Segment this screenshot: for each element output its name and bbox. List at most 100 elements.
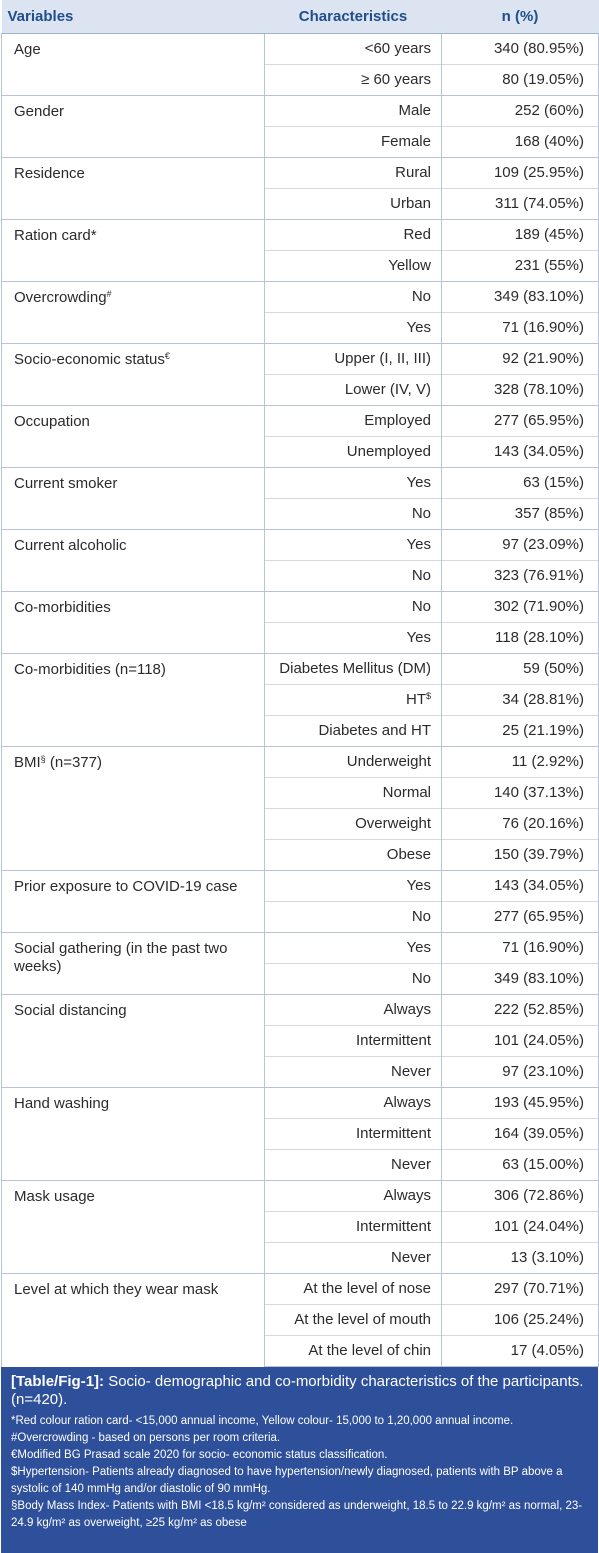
table-row: Yes 71 (16.90%) [2,312,599,344]
count-percent-cell: 297 (70.71%) [441,1273,599,1305]
characteristic-label: Yes [406,536,431,553]
variable-label: Hand washing [14,1095,110,1112]
variable-cell: Age [1,33,265,96]
table-row: Urban 311 (74.05%) [2,188,599,220]
characteristic-label: No [411,288,431,305]
characteristic-label: Lower (IV, V) [344,381,431,398]
count-percent-cell: 357 (85%) [441,498,599,530]
count-percent-cell: 76 (20.16%) [441,808,599,840]
table-row: Ration card* Red 189 (45%) [1,219,599,282]
variable-label: Level at which they wear mask [14,1281,219,1298]
table-row: No 349 (83.10%) [2,963,599,995]
table-row: Overcrowding# No 349 (83.10%) [1,281,599,344]
footnote: §Body Mass Index- Patients with BMI <18.… [11,1500,583,1529]
characteristic-cell: Intermittent [264,1211,442,1243]
count-percent-cell: 71 (16.90%) [441,312,599,344]
characteristic-cell: At the level of nose [264,1273,442,1305]
characteristic-cell: Urban [264,188,442,220]
header-n-percent: n (%) [441,0,599,34]
characteristic-label: Unemployed [346,443,431,460]
characteristic-label: Always [383,1094,431,1111]
table-row: At the level of chin 17 (4.05%) [2,1335,599,1367]
variable-label: Current alcoholic [14,537,127,554]
characteristic-cell: Female [264,126,442,158]
characteristic-cell: No [264,498,442,530]
header-characteristics: Characteristics [264,0,442,34]
variable-label: Residence [14,165,85,182]
characteristic-label: Yellow [388,257,431,274]
count-percent-cell: 63 (15%) [441,467,599,499]
characteristic-label: Overweight [355,815,431,832]
variable-cell: Level at which they wear mask [1,1273,265,1367]
count-percent-cell: 277 (65.95%) [441,405,599,437]
count-percent-cell: 140 (37.13%) [441,777,599,809]
variable-cell: Social gathering (in the past two weeks) [1,932,265,995]
characteristic-cell: Unemployed [264,436,442,468]
footnote-marker: $ [425,691,431,701]
characteristic-cell: Never [264,1242,442,1274]
footnote-marker: # [106,289,112,299]
table-row: Prior exposure to COVID-19 case Yes 143 (3… [1,870,599,933]
caption-notes: *Red colour ration card- <15,000 annual … [11,1413,588,1532]
characteristic-label: Male [398,102,431,119]
characteristic-label: Underweight [346,753,431,770]
count-percent-cell: 97 (23.10%) [441,1056,599,1088]
characteristic-label: Intermittent [355,1218,431,1235]
table-row: ≥ 60 years 80 (19.05%) [2,64,599,96]
characteristic-cell: Yes [264,870,442,902]
variable-cell: Ration card* [1,219,265,282]
characteristic-cell: Rural [264,157,442,189]
characteristic-label: Always [383,1001,431,1018]
table-row: Overweight 76 (20.16%) [2,808,599,840]
characteristic-label: At the level of chin [308,1342,431,1359]
table-header-row: Variables Characteristics n (%) [1,0,599,34]
table-row: Hand washing Always 193 (45.95%) [1,1087,599,1181]
characteristic-label: HT [405,691,426,708]
variable-suffix: (n=377) [45,754,102,771]
characteristic-cell: Always [264,994,442,1026]
variable-cell: Residence [1,157,265,220]
count-percent-cell: 340 (80.95%) [441,33,599,65]
variable-cell: Mask usage [1,1180,265,1274]
table-row: Yes 118 (28.10%) [2,622,599,654]
count-percent-cell: 109 (25.95%) [441,157,599,189]
characteristic-cell: Yes [264,312,442,344]
variable-cell: Overcrowding# [1,281,265,344]
characteristic-cell: Intermittent [264,1118,442,1150]
table-row: Never 63 (15.00%) [2,1149,599,1181]
footnote: *Red colour ration card- <15,000 annual … [11,1415,514,1427]
characteristic-label: ≥ 60 years [361,71,431,88]
characteristic-label: Normal [382,784,431,801]
count-percent-cell: 101 (24.05%) [441,1025,599,1057]
table-row: Diabetes and HT 25 (21.19%) [2,715,599,747]
characteristic-label: At the level of mouth [294,1311,431,1328]
variable-cell: Occupation [1,405,265,468]
characteristic-label: At the level of nose [303,1280,431,1297]
characteristic-label: Yes [406,629,431,646]
table-row: Lower (IV, V) 328 (78.10%) [2,374,599,406]
count-percent-cell: 349 (83.10%) [441,281,599,313]
characteristic-cell: Normal [264,777,442,809]
variable-cell: Prior exposure to COVID-19 case [1,870,265,933]
count-percent-cell: 13 (3.10%) [441,1242,599,1274]
table-row: Intermittent 164 (39.05%) [2,1118,599,1150]
characteristic-label: Female [380,133,431,150]
characteristic-label: Yes [406,877,431,894]
characteristic-cell: Never [264,1056,442,1088]
variable-label: Current smoker [14,475,118,492]
characteristic-cell: Lower (IV, V) [264,374,442,406]
table-row: Social distancing Always 222 (52.85%) [1,994,599,1088]
table-caption: [Table/Fig-1]: Socio- demographic and co… [1,1367,598,1553]
table-row: HT$ 34 (28.81%) [2,684,599,716]
count-percent-cell: 222 (52.85%) [441,994,599,1026]
variable-label: Occupation [14,413,90,430]
count-percent-cell: 168 (40%) [441,126,599,158]
count-percent-cell: 306 (72.86%) [441,1180,599,1212]
table-row: Never 97 (23.10%) [2,1056,599,1088]
count-percent-cell: 150 (39.79%) [441,839,599,871]
characteristic-label: Yes [406,939,431,956]
table-row: Age <60 years 340 (80.95%) [1,33,599,96]
variable-cell: Co-morbidities (n=118) [1,653,265,747]
characteristic-cell: No [264,963,442,995]
characteristic-cell: Diabetes and HT [264,715,442,747]
